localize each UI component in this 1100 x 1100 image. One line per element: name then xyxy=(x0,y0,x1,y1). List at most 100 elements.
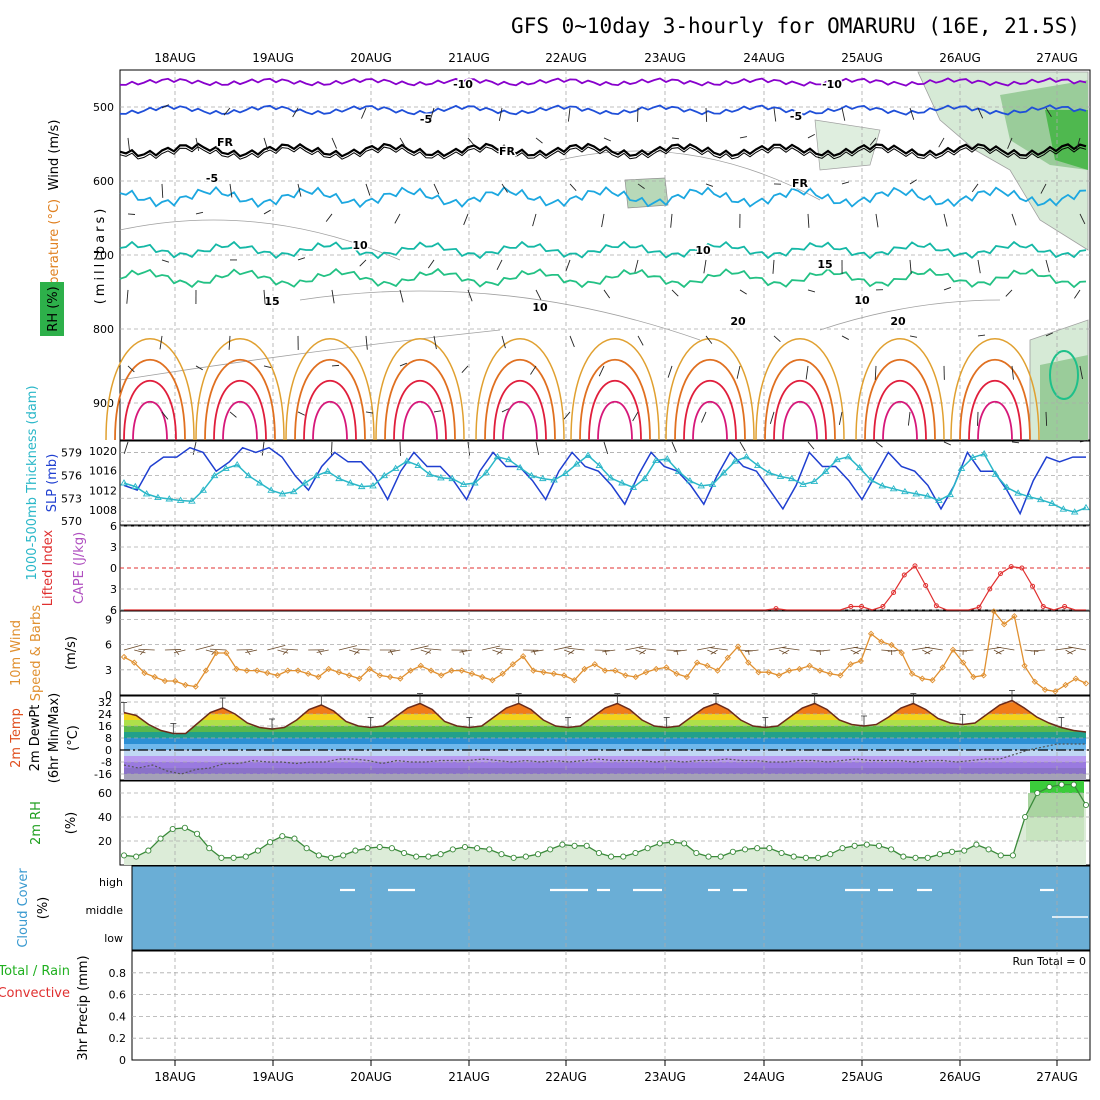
thickness-point xyxy=(957,464,966,471)
rh-point xyxy=(608,853,615,860)
temp-band-9 xyxy=(124,756,1086,762)
thickness-point xyxy=(301,479,309,486)
wind-speed-point xyxy=(427,667,435,674)
wind-speed-point xyxy=(151,673,158,681)
rh-point xyxy=(291,835,298,842)
wind-speed-point xyxy=(407,667,414,674)
warm-tongue-9-3 xyxy=(977,400,1013,441)
rh-tick: 20 xyxy=(98,835,112,848)
cloud-level-high: high xyxy=(99,876,123,889)
wind10-barb xyxy=(604,649,608,656)
upper-wind-barb xyxy=(399,137,406,148)
rh-point xyxy=(401,849,408,857)
wind-tick: 3 xyxy=(105,664,112,677)
warm-tongue-3-1 xyxy=(384,359,456,441)
li-point xyxy=(987,586,993,592)
wind10-barb xyxy=(744,649,759,653)
wind-10m-frame xyxy=(119,610,1091,696)
upper-wind-barb xyxy=(841,181,850,185)
upper-wind-barb xyxy=(701,411,707,423)
contour-label-9: 10 xyxy=(695,244,711,257)
li-point xyxy=(848,604,854,609)
upper-wind-barb xyxy=(971,183,979,193)
warm-tongue-0-3 xyxy=(132,400,168,441)
upper-wind-barb xyxy=(261,441,265,456)
contour-label-6: FR xyxy=(499,145,516,158)
wind-speed-point xyxy=(693,659,701,666)
rh-point xyxy=(741,846,749,853)
rh-point xyxy=(961,847,968,854)
thickness-point xyxy=(222,464,230,471)
upper-wind-barb xyxy=(1005,289,1013,297)
cloud-cover-panel: high middle low xyxy=(85,865,1091,951)
thickness-point xyxy=(889,484,898,492)
rh-point xyxy=(790,853,797,860)
upper-wind-barb xyxy=(805,365,809,380)
wind-speed-point xyxy=(315,673,322,681)
wind10-barb xyxy=(387,649,401,653)
upper-wind-barb xyxy=(909,107,915,120)
wind-speed-point xyxy=(335,669,343,676)
upper-wind-barb xyxy=(598,365,605,377)
thickness-point xyxy=(403,457,411,464)
wind-speed-point xyxy=(325,665,332,673)
rh-point xyxy=(900,853,907,860)
upper-wind-barb xyxy=(637,183,645,189)
precip-convective-label: Convective xyxy=(0,986,70,1001)
wind-speed-point xyxy=(745,659,752,666)
wind10-barb xyxy=(353,649,360,655)
wind10-barb xyxy=(666,649,682,652)
warm-tongue-4-1 xyxy=(484,359,556,441)
rh-point xyxy=(522,853,529,860)
wind10-barb xyxy=(496,649,503,655)
wind-speed-point xyxy=(990,608,998,615)
thickness-point xyxy=(210,471,219,479)
thickness-tick: 576 xyxy=(61,469,82,482)
thickness-point xyxy=(414,461,423,468)
wind-speed-point xyxy=(141,669,148,677)
wind-speed-point xyxy=(550,670,557,677)
cape-axis-label: CAPE (J/kg) xyxy=(72,532,87,604)
warm-tongue-0-0 xyxy=(105,338,195,441)
upper-wind-barb xyxy=(907,411,911,426)
wind10-barb xyxy=(1055,647,1073,651)
top-date-label: 27AUG xyxy=(1036,51,1078,65)
contour-label-8: 10 xyxy=(352,239,368,252)
wind10-barb xyxy=(996,646,1015,651)
contour-label-11: 15 xyxy=(264,295,279,308)
wind-speed-point xyxy=(622,672,629,679)
warm-tongue-9-2 xyxy=(968,380,1022,441)
wind-speed-point xyxy=(806,662,813,669)
rh-point xyxy=(169,825,176,833)
warm-tongue-6-0 xyxy=(665,338,755,441)
rh-point xyxy=(620,853,627,860)
cloud-cover-labels: Cloud Cover (%) xyxy=(16,868,51,948)
bottom-date-label: 25AUG xyxy=(841,1070,883,1084)
warm-tongue-4-3 xyxy=(502,400,538,441)
wind-speed-point xyxy=(223,649,230,657)
chart-title: GFS 0~10day 3-hourly for OMARURU (16E, 2… xyxy=(511,14,1080,38)
wind-speed-point xyxy=(1041,686,1049,693)
bottom-date-label: 22AUG xyxy=(545,1070,587,1084)
rh-point xyxy=(729,848,736,855)
wind-tick: 6 xyxy=(105,639,112,652)
upper-wind-barb xyxy=(331,289,335,304)
rh-point xyxy=(218,854,225,861)
wind10-barb xyxy=(707,649,717,655)
thickness-point xyxy=(640,474,649,482)
slp-tick: 1012 xyxy=(89,484,117,497)
li-point xyxy=(1062,604,1068,609)
wind10-barb xyxy=(420,649,431,654)
rh-point xyxy=(973,841,980,848)
wind-speed-point xyxy=(346,672,353,679)
wind10-barb xyxy=(282,649,289,655)
contour-label-5: FR xyxy=(217,136,234,149)
wind-speed-point xyxy=(663,664,670,671)
upper-wind-barb xyxy=(943,287,952,291)
thickness-point xyxy=(765,468,773,476)
thickness-point xyxy=(346,479,355,486)
rh2m-axis-label: 2m RH xyxy=(29,801,44,845)
upper-wind-barb xyxy=(331,364,340,367)
wind-speed-point xyxy=(683,673,691,681)
wind-speed-point xyxy=(233,665,240,673)
